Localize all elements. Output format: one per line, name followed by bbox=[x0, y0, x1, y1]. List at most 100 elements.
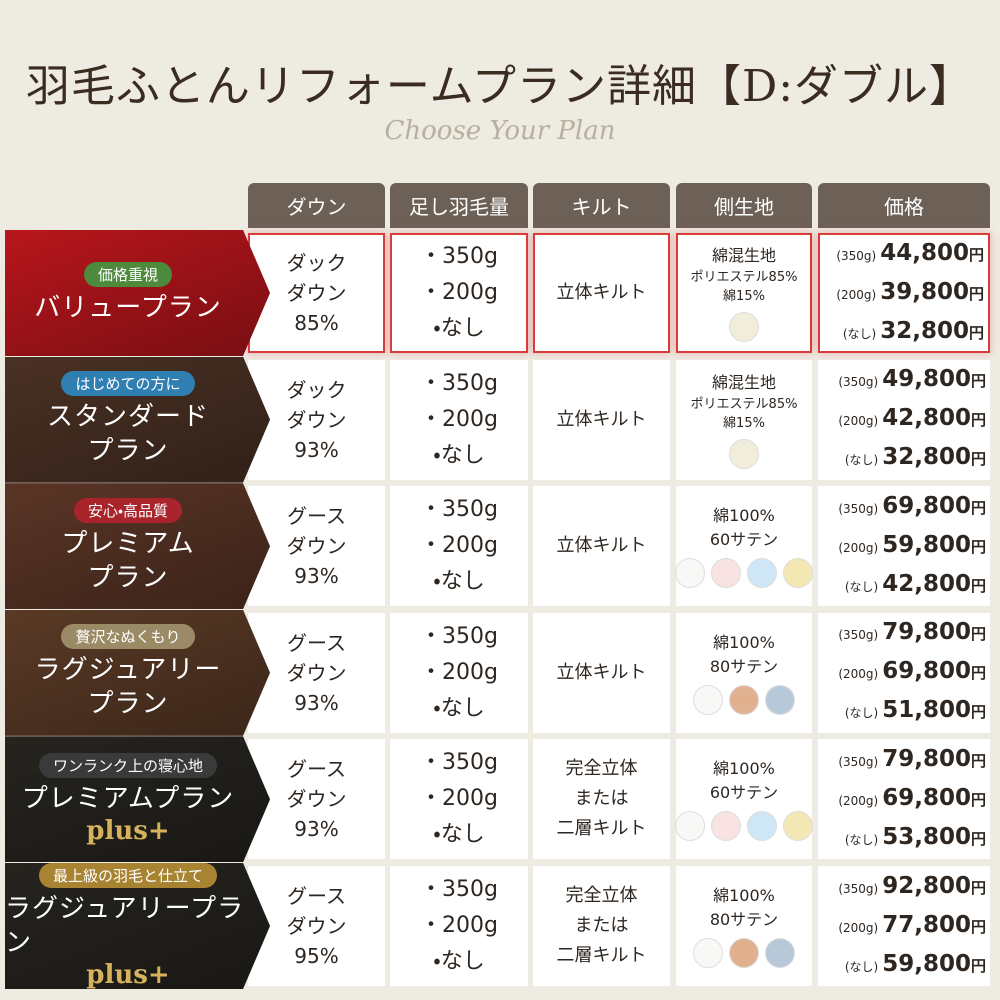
plan-label: 安心・高品質 プレミアム プラン bbox=[5, 483, 270, 610]
price-label: (なし) bbox=[844, 832, 879, 847]
price-label: (なし) bbox=[842, 326, 877, 341]
color-swatch bbox=[729, 312, 759, 342]
plan-badge: 贅沢なぬくもり bbox=[61, 624, 195, 650]
quilt-type: 二層キルト bbox=[556, 818, 647, 840]
table-cell: (350g) 79,800 円 (200g) 69,800 円 (なし) 51,800 円 bbox=[818, 612, 990, 733]
table-cell: 350g200gなし bbox=[390, 612, 528, 733]
feather-amount: 350g bbox=[420, 745, 498, 781]
quilt-type: 立体キルト bbox=[556, 535, 647, 557]
price-amount: 69,800 bbox=[882, 492, 971, 519]
feather-amount: 200g bbox=[420, 275, 498, 311]
price-label: (なし) bbox=[844, 579, 879, 594]
price-unit: 円 bbox=[970, 498, 986, 517]
price-row: (200g) 69,800 円 bbox=[814, 653, 994, 692]
feather-amount: 350g bbox=[420, 239, 498, 275]
down-type: グース bbox=[287, 630, 346, 655]
plan-plus: plus+ bbox=[86, 815, 170, 846]
price-unit: 円 bbox=[970, 664, 986, 683]
price-row: (200g) 77,800 円 bbox=[814, 907, 994, 946]
plan-badge: 価格重視 bbox=[83, 261, 172, 287]
price-unit: 円 bbox=[970, 372, 986, 391]
title: 羽毛ふとんリフォームプラン詳細【D:ダブル】 bbox=[25, 61, 975, 112]
color-swatch bbox=[729, 938, 759, 968]
price-row: (200g) 69,800 円 bbox=[814, 780, 994, 819]
color-swatch bbox=[693, 684, 723, 715]
price-row: (なし) 32,800 円 bbox=[816, 313, 992, 352]
table-cell: 完全立体 または 二層キルト bbox=[533, 866, 670, 986]
table-cell: 綿混生地 ポリエステル85% 綿15% bbox=[676, 233, 812, 353]
table-cell: 綿100% 80サテン bbox=[676, 612, 812, 733]
table-cell: (350g) 44,800 円 (200g) 39,800 円 (なし) 32,800 円 bbox=[818, 233, 990, 353]
price-label: (350g) bbox=[838, 375, 879, 390]
price-unit: 円 bbox=[970, 790, 986, 809]
column-header: ダウン bbox=[248, 183, 385, 228]
plan-label: はじめての方に スタンダード プラン bbox=[5, 356, 270, 483]
price-amount: 49,800 bbox=[882, 366, 971, 393]
color-swatch bbox=[729, 438, 759, 469]
fabric-text: 綿混生地 bbox=[711, 246, 776, 265]
price-amount: 77,800 bbox=[882, 911, 971, 938]
price-amount: 42,800 bbox=[882, 570, 971, 597]
plan-name: プラン bbox=[87, 562, 169, 593]
price-unit: 円 bbox=[970, 703, 986, 722]
quilt-type: 立体キルト bbox=[556, 661, 647, 683]
plan-name: バリュープラン bbox=[34, 292, 222, 323]
price-unit: 円 bbox=[970, 956, 986, 975]
price-unit: 円 bbox=[968, 323, 984, 342]
fabric-text: 綿100% bbox=[713, 506, 775, 526]
price-unit: 円 bbox=[970, 576, 986, 595]
down-type: グース bbox=[287, 504, 346, 529]
down-type: 85% bbox=[294, 311, 339, 335]
table-cell: 立体キルト bbox=[533, 359, 670, 480]
price-label: (200g) bbox=[838, 540, 879, 555]
price-unit: 円 bbox=[970, 450, 986, 469]
quilt-type: 二層キルト bbox=[556, 945, 647, 966]
fabric-text: 綿15% bbox=[723, 415, 765, 431]
table-cell: グース ダウン 93% bbox=[248, 486, 385, 607]
down-type: ダウン bbox=[286, 407, 347, 432]
quilt-type: 完全立体 bbox=[565, 758, 638, 780]
down-type: ダウン bbox=[286, 787, 347, 812]
table-cell: 350g200gなし bbox=[390, 866, 528, 986]
price-label: (350g) bbox=[836, 248, 877, 263]
feather-amount: 350g bbox=[420, 366, 498, 402]
price-label: (200g) bbox=[838, 793, 879, 808]
price-row: (350g) 69,800 円 bbox=[814, 488, 994, 527]
fabric-text: 80サテン bbox=[709, 910, 779, 929]
fabric-text: 綿100% bbox=[713, 759, 775, 779]
price-unit: 円 bbox=[968, 245, 984, 264]
price-label: (なし) bbox=[844, 706, 879, 721]
down-type: ダウン bbox=[286, 534, 347, 559]
plan-badge: ワンランク上の寝心地 bbox=[38, 752, 217, 778]
price-label: (200g) bbox=[838, 667, 879, 682]
price-amount: 79,800 bbox=[882, 619, 971, 646]
fabric-text: ポリエステル85% bbox=[690, 270, 798, 285]
table-cell: 350g200gなし bbox=[390, 359, 528, 480]
color-swatch bbox=[711, 558, 741, 589]
price-amount: 59,800 bbox=[882, 531, 971, 558]
color-swatch bbox=[693, 938, 723, 968]
table-cell: グース ダウン 93% bbox=[248, 739, 385, 860]
price-row: (なし) 51,800 円 bbox=[814, 692, 994, 731]
price-amount: 32,800 bbox=[882, 444, 971, 471]
feather-amount: 200g bbox=[420, 655, 498, 691]
price-unit: 円 bbox=[970, 878, 986, 897]
down-type: 93% bbox=[294, 690, 339, 715]
down-type: ダウン bbox=[286, 281, 347, 305]
price-unit: 円 bbox=[970, 411, 986, 430]
fabric-text: 80サテン bbox=[709, 656, 779, 676]
plan-label: 最上級の羽毛と仕立て ラグジュアリープラン plus+ bbox=[5, 863, 270, 989]
plan-name: スタンダード bbox=[46, 402, 209, 433]
down-type: グース bbox=[287, 884, 346, 908]
price-label: (200g) bbox=[838, 920, 879, 935]
price-row: (なし) 42,800 円 bbox=[814, 566, 994, 605]
table-cell: グース ダウン 93% bbox=[248, 612, 385, 733]
fabric-text: 綿100% bbox=[713, 886, 775, 905]
price-unit: 円 bbox=[970, 537, 986, 556]
feather-amount: なし bbox=[433, 944, 485, 980]
price-label: (350g) bbox=[838, 754, 879, 769]
price-amount: 59,800 bbox=[882, 950, 971, 977]
table-cell: (350g) 79,800 円 (200g) 69,800 円 (なし) 53,800 円 bbox=[818, 739, 990, 860]
